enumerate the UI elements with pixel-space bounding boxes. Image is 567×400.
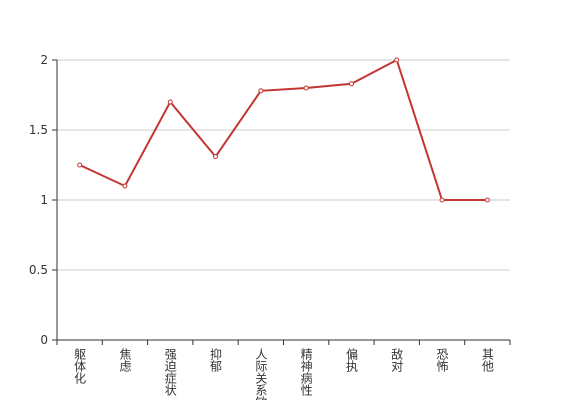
- point: [394, 57, 400, 63]
- x-tick-label: 人际关系敏感: [254, 348, 268, 400]
- point: [213, 154, 219, 160]
- y-tick-label: 1.5: [29, 123, 48, 137]
- x-tick-label: 其他: [480, 348, 494, 372]
- x-tick-label: 焦虑: [118, 348, 132, 372]
- y-tick-label: 0.5: [29, 263, 48, 277]
- point: [122, 183, 128, 189]
- point: [484, 197, 490, 203]
- point: [258, 88, 264, 94]
- x-tick-label: 偏执: [344, 347, 358, 373]
- x-tick-label: 强迫症状: [163, 348, 177, 396]
- x-tick-label: 抑郁: [209, 347, 223, 373]
- x-tick-label: 恐怖: [435, 348, 449, 372]
- y-tick-label: 0: [40, 333, 48, 347]
- x-tick-label: 精神病性: [299, 348, 313, 397]
- point: [167, 99, 173, 105]
- point: [303, 85, 309, 91]
- y-tick-label: 1: [40, 193, 48, 207]
- x-tick-label: 敌对: [390, 347, 404, 372]
- point: [439, 197, 445, 203]
- x-tick-label: 躯体化: [73, 347, 87, 385]
- y-tick-label: 2: [40, 53, 48, 67]
- line: [79, 58, 488, 201]
- point: [77, 162, 83, 168]
- point: [348, 81, 354, 87]
